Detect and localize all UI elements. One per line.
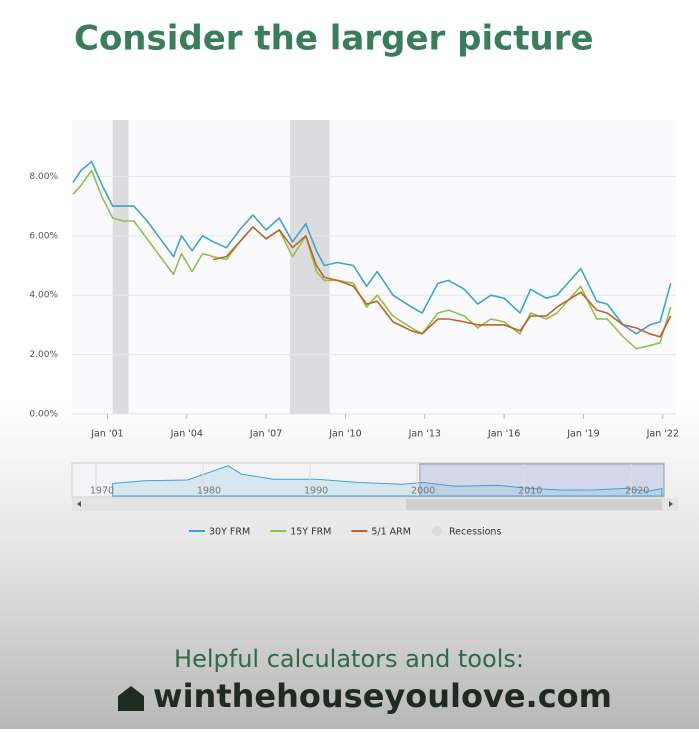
recession-band — [289, 120, 330, 414]
navigator-tick-label: 2000 — [411, 486, 435, 497]
legend: 30Y FRM 15Y FRM 5/1 ARM Recessions — [189, 526, 501, 538]
navigator-layer: 1970 1980 1990 2000 2010 2020 — [90, 463, 665, 497]
line-layer — [72, 160, 672, 350]
x-tick-label: Jan '16 — [487, 429, 520, 440]
y-tick-label: 2.00% — [29, 350, 58, 360]
house-icon — [118, 686, 144, 711]
x-tick-label: Jan '07 — [249, 429, 282, 440]
recession-layer — [112, 120, 330, 414]
y-tick-label: 0.00% — [29, 410, 58, 420]
x-tick-label: Jan '22 — [646, 429, 679, 440]
y-tick-label: 8.00% — [29, 172, 58, 182]
navigator-tick-label: 1970 — [90, 486, 114, 497]
series-line — [72, 160, 672, 335]
x-tick-label: Jan '13 — [408, 429, 441, 440]
legend-label: Recessions — [449, 527, 501, 538]
scroll-left[interactable] — [77, 501, 81, 507]
x-tick-label: Jan '19 — [566, 429, 599, 440]
plot-area — [72, 120, 676, 414]
navigator-tick-label: 1990 — [304, 486, 328, 497]
x-tick-label: Jan '04 — [170, 429, 203, 440]
series-line — [72, 169, 672, 350]
x-tick-label: Jan '10 — [328, 429, 361, 440]
navigator-tick-label: 2010 — [518, 486, 542, 497]
footer-site[interactable]: winthehouseyoulove.com — [153, 677, 612, 715]
footer-tagline: Helpful calculators and tools: — [174, 645, 524, 673]
recession-band — [112, 120, 129, 414]
grid-layer: 0.00% 2.00% 4.00% 6.00% 8.00% Jan '01 Jan '04 J… — [29, 172, 679, 440]
scrollbar-thumb[interactable] — [406, 499, 662, 510]
series-line — [213, 226, 672, 338]
legend-label: 5/1 ARM — [371, 527, 411, 538]
page-title: Consider the larger picture — [74, 19, 594, 59]
legend-swatch — [431, 526, 442, 536]
navigator-tick-label: 2020 — [625, 486, 649, 497]
y-tick-label: 6.00% — [29, 231, 58, 241]
scroll-right[interactable] — [669, 501, 673, 507]
y-tick-label: 4.00% — [29, 291, 58, 301]
legend-label: 15Y FRM — [290, 527, 331, 538]
navigator-tick-label: 1980 — [197, 486, 221, 497]
legend-label: 30Y FRM — [209, 527, 250, 538]
x-tick-label: Jan '01 — [90, 429, 123, 440]
